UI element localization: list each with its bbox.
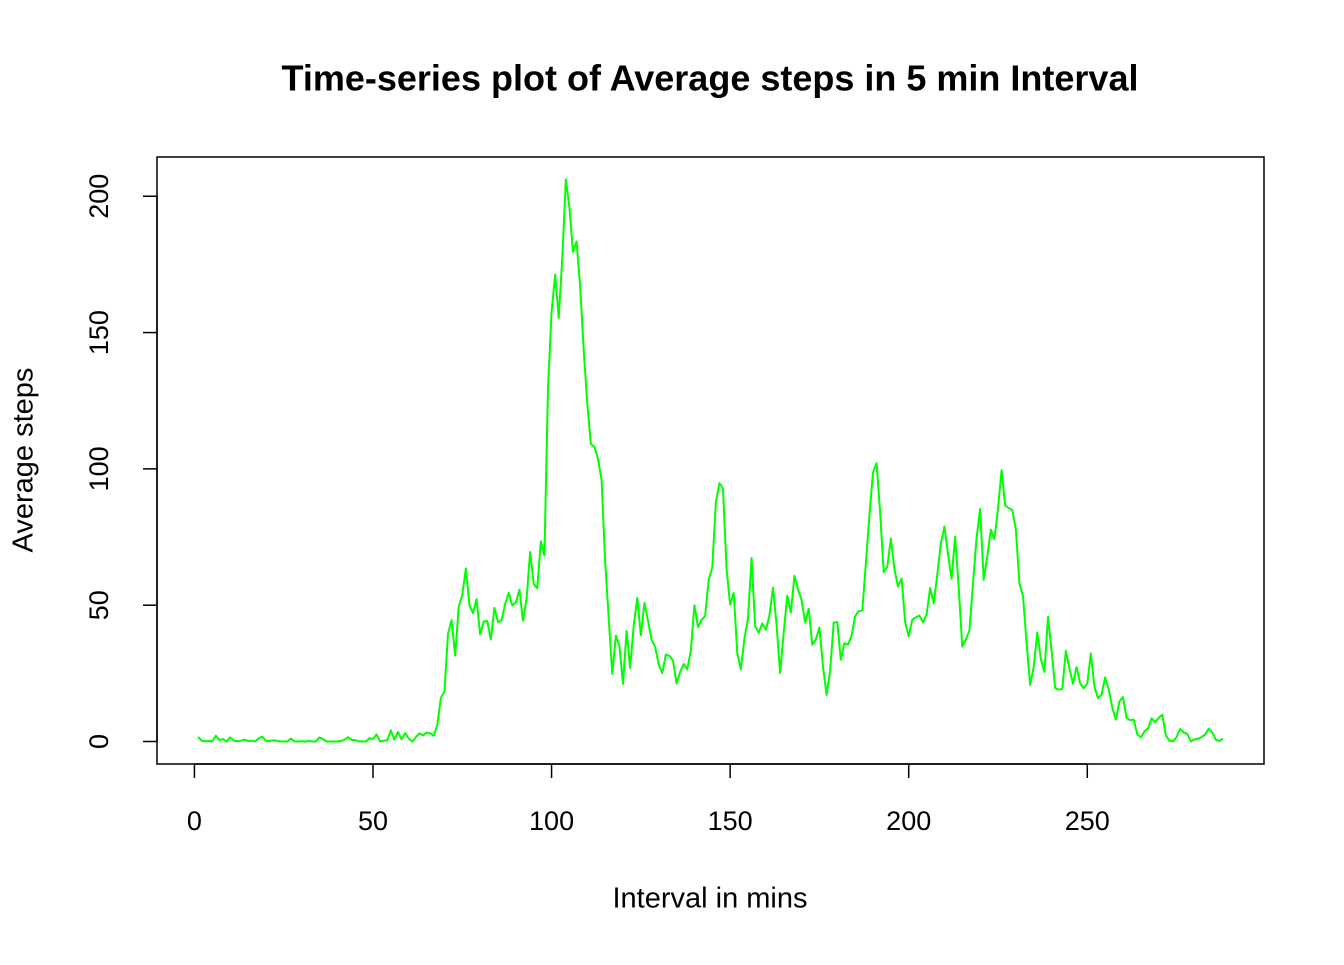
x-tick-label: 250 — [1065, 806, 1110, 836]
x-tick-label: 100 — [529, 806, 574, 836]
y-tick-label: 150 — [84, 310, 114, 355]
y-tick-label: 200 — [84, 174, 114, 219]
y-tick-label: 100 — [84, 446, 114, 491]
data-line — [197, 178, 1224, 743]
y-tick-label: 50 — [84, 590, 114, 620]
y-axis-label: Average steps — [8, 368, 40, 553]
x-axis-label: Interval in mins — [612, 883, 807, 915]
x-tick-label: 50 — [358, 806, 388, 836]
x-tick-label: 0 — [187, 806, 202, 836]
x-tick-label: 150 — [708, 806, 753, 836]
x-tick-label: 200 — [886, 806, 931, 836]
chart-title: Time-series plot of Average steps in 5 m… — [282, 58, 1139, 99]
y-tick-label: 0 — [84, 734, 114, 749]
